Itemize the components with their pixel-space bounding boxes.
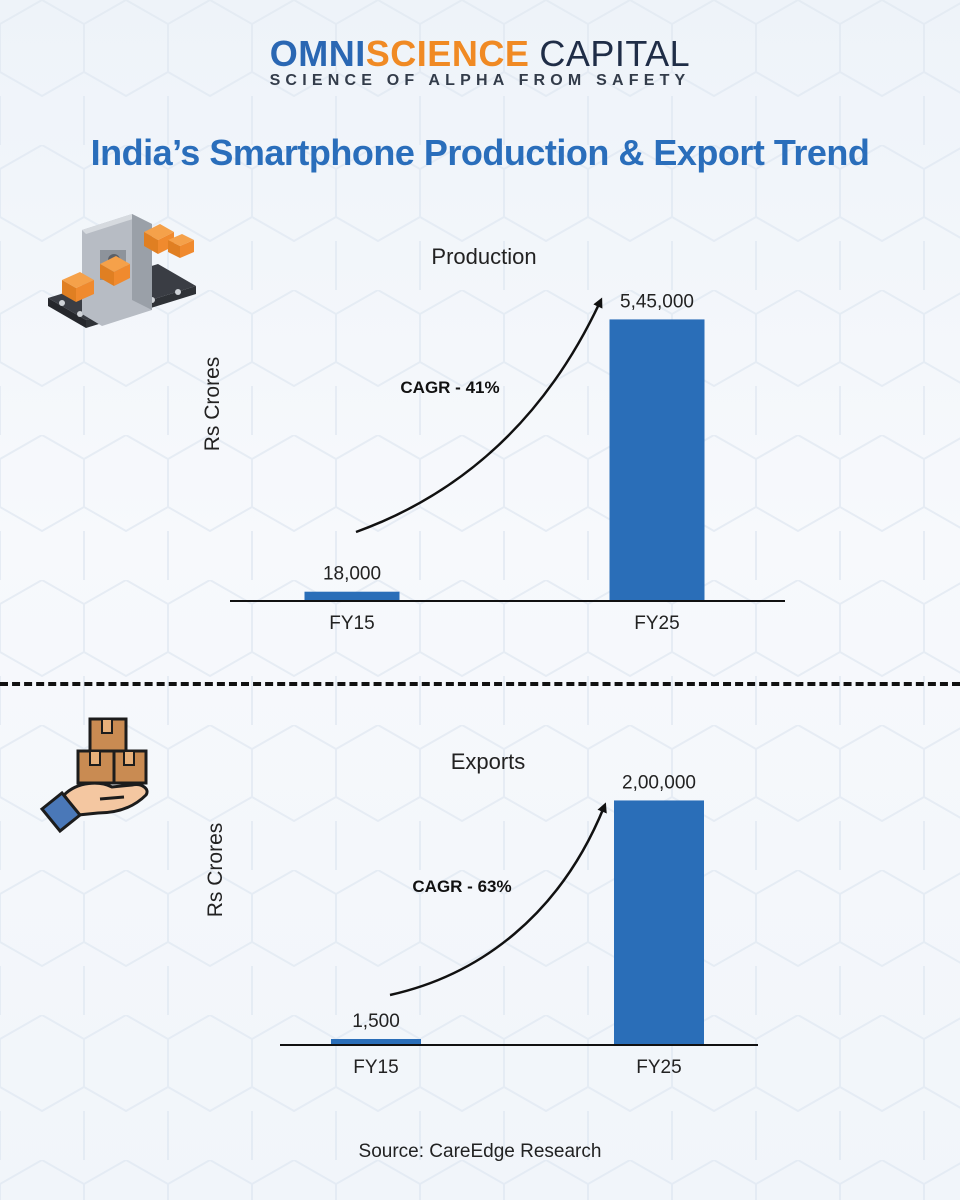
- page-title: India’s Smartphone Production & Export T…: [90, 132, 870, 173]
- exports-tick-label-fy25: FY25: [636, 1057, 681, 1078]
- brand-part-capital: CAPITAL: [539, 33, 691, 74]
- hand-holding-boxes-icon: [38, 715, 154, 835]
- factory-conveyor-icon: [40, 210, 200, 335]
- brand-logo: OMNISCIENCE CAPITAL: [0, 34, 960, 74]
- exports-cagr-annotation: CAGR - 63%: [412, 877, 511, 896]
- source-note: Source: CareEdge Research: [358, 1141, 602, 1162]
- exports-y-axis-label: Rs Crores: [204, 822, 227, 918]
- exports-bar-fy15: [331, 1039, 421, 1045]
- production-value-label-fy15: 18,000: [323, 564, 381, 585]
- exports-growth-arrow: [389, 802, 607, 997]
- production-tick-label-fy25: FY25: [634, 613, 679, 634]
- production-bar-fy15: [304, 591, 400, 601]
- brand-part-science: SCIENCE: [365, 33, 530, 74]
- exports-chart-title: Exports: [451, 749, 526, 774]
- section-divider: [0, 682, 960, 686]
- brand-tagline: SCIENCE OF ALPHA FROM SAFETY: [269, 72, 691, 89]
- production-cagr-annotation: CAGR - 41%: [400, 378, 499, 397]
- exports-value-label-fy15: 1,500: [352, 1011, 400, 1032]
- production-growth-arrow: [355, 297, 603, 534]
- production-bar-fy25: [609, 319, 705, 601]
- production-chart-title: Production: [431, 244, 536, 269]
- exports-bar-fy25: [614, 800, 704, 1045]
- exports-value-label-fy25: 2,00,000: [622, 772, 696, 793]
- production-tick-label-fy15: FY15: [329, 613, 374, 634]
- production-value-label-fy25: 5,45,000: [620, 291, 694, 312]
- production-chart: Production 18,000 FY15 5,45,000 FY25 CAGR - 4…: [230, 244, 785, 634]
- exports-chart: Exports 1,500 FY15 2,00,000 FY25 CAGR - 63%: [280, 749, 758, 1078]
- brand-part-omni: OMNI: [269, 33, 366, 74]
- production-y-axis-label: Rs Crores: [201, 356, 224, 452]
- exports-tick-label-fy15: FY15: [353, 1057, 398, 1078]
